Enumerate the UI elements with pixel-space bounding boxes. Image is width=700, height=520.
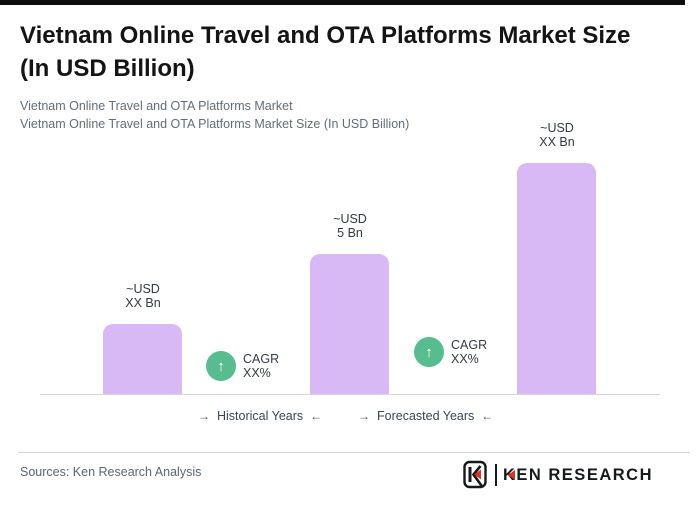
cagr2-line2: XX% [451, 352, 479, 366]
cagr1-line2: XX% [243, 366, 271, 380]
bar-value-label: ~USD 5 Bn [310, 212, 390, 240]
subtitle-line-2: Vietnam Online Travel and OTA Platforms … [20, 117, 410, 131]
bar-value-label: ~USD XX Bn [103, 282, 183, 310]
up-arrow-icon: ↑ [425, 343, 433, 361]
left-arrow-icon: ← [481, 409, 494, 423]
bar2-label-line1: ~USD [333, 212, 367, 226]
axis-label-forecasted: → Forecasted Years ← [358, 409, 493, 423]
logo-red-wedge-icon [507, 470, 515, 480]
chart-subtitle: Vietnam Online Travel and OTA Platforms … [20, 97, 409, 133]
subtitle-line-1: Vietnam Online Travel and OTA Platforms … [20, 99, 293, 113]
cagr2-line1: CAGR [451, 338, 488, 352]
cagr-label-2: CAGR XX% [451, 338, 487, 366]
footer-divider [18, 452, 690, 453]
bar-middle [310, 254, 389, 394]
x-axis-line [40, 394, 660, 395]
bar-value-label: ~USD XX Bn [517, 121, 597, 149]
cagr1-line1: CAGR [243, 352, 280, 366]
forecasted-years-label: Forecasted Years [377, 409, 475, 423]
bar1-label-line2: XX Bn [125, 296, 161, 310]
cagr-badge-2: ↑ [414, 337, 444, 367]
bar3-label-line2: XX Bn [539, 135, 575, 149]
right-arrow-icon: → [358, 409, 370, 423]
page-title: Vietnam Online Travel and OTA Platforms … [20, 22, 631, 82]
right-arrow-icon: → [198, 409, 210, 423]
cagr-badge-1: ↑ [206, 351, 236, 381]
ken-research-badge-icon [463, 460, 487, 489]
cagr-label-1: CAGR XX% [243, 352, 279, 380]
logo-wordmark: KEN RESEARCH [503, 466, 653, 485]
logo-separator [494, 464, 497, 486]
left-arrow-icon: ← [310, 409, 323, 423]
bar1-label-line1: ~USD [126, 282, 160, 296]
historical-years-label: Historical Years [217, 409, 304, 423]
bar2-label-line2: 5 Bn [337, 226, 363, 240]
logo-text: KEN RESEARCH [502, 465, 653, 484]
ken-research-logo: KEN RESEARCH [463, 460, 653, 490]
sources-text: Sources: Ken Research Analysis [20, 465, 202, 479]
up-arrow-icon: ↑ [217, 357, 225, 375]
bar3-label-line1: ~USD [540, 121, 574, 135]
bar-forecast [517, 163, 596, 394]
bar-historical [103, 324, 182, 394]
axis-label-historical: → Historical Years ← [198, 409, 322, 423]
top-accent-bar [0, 0, 685, 5]
